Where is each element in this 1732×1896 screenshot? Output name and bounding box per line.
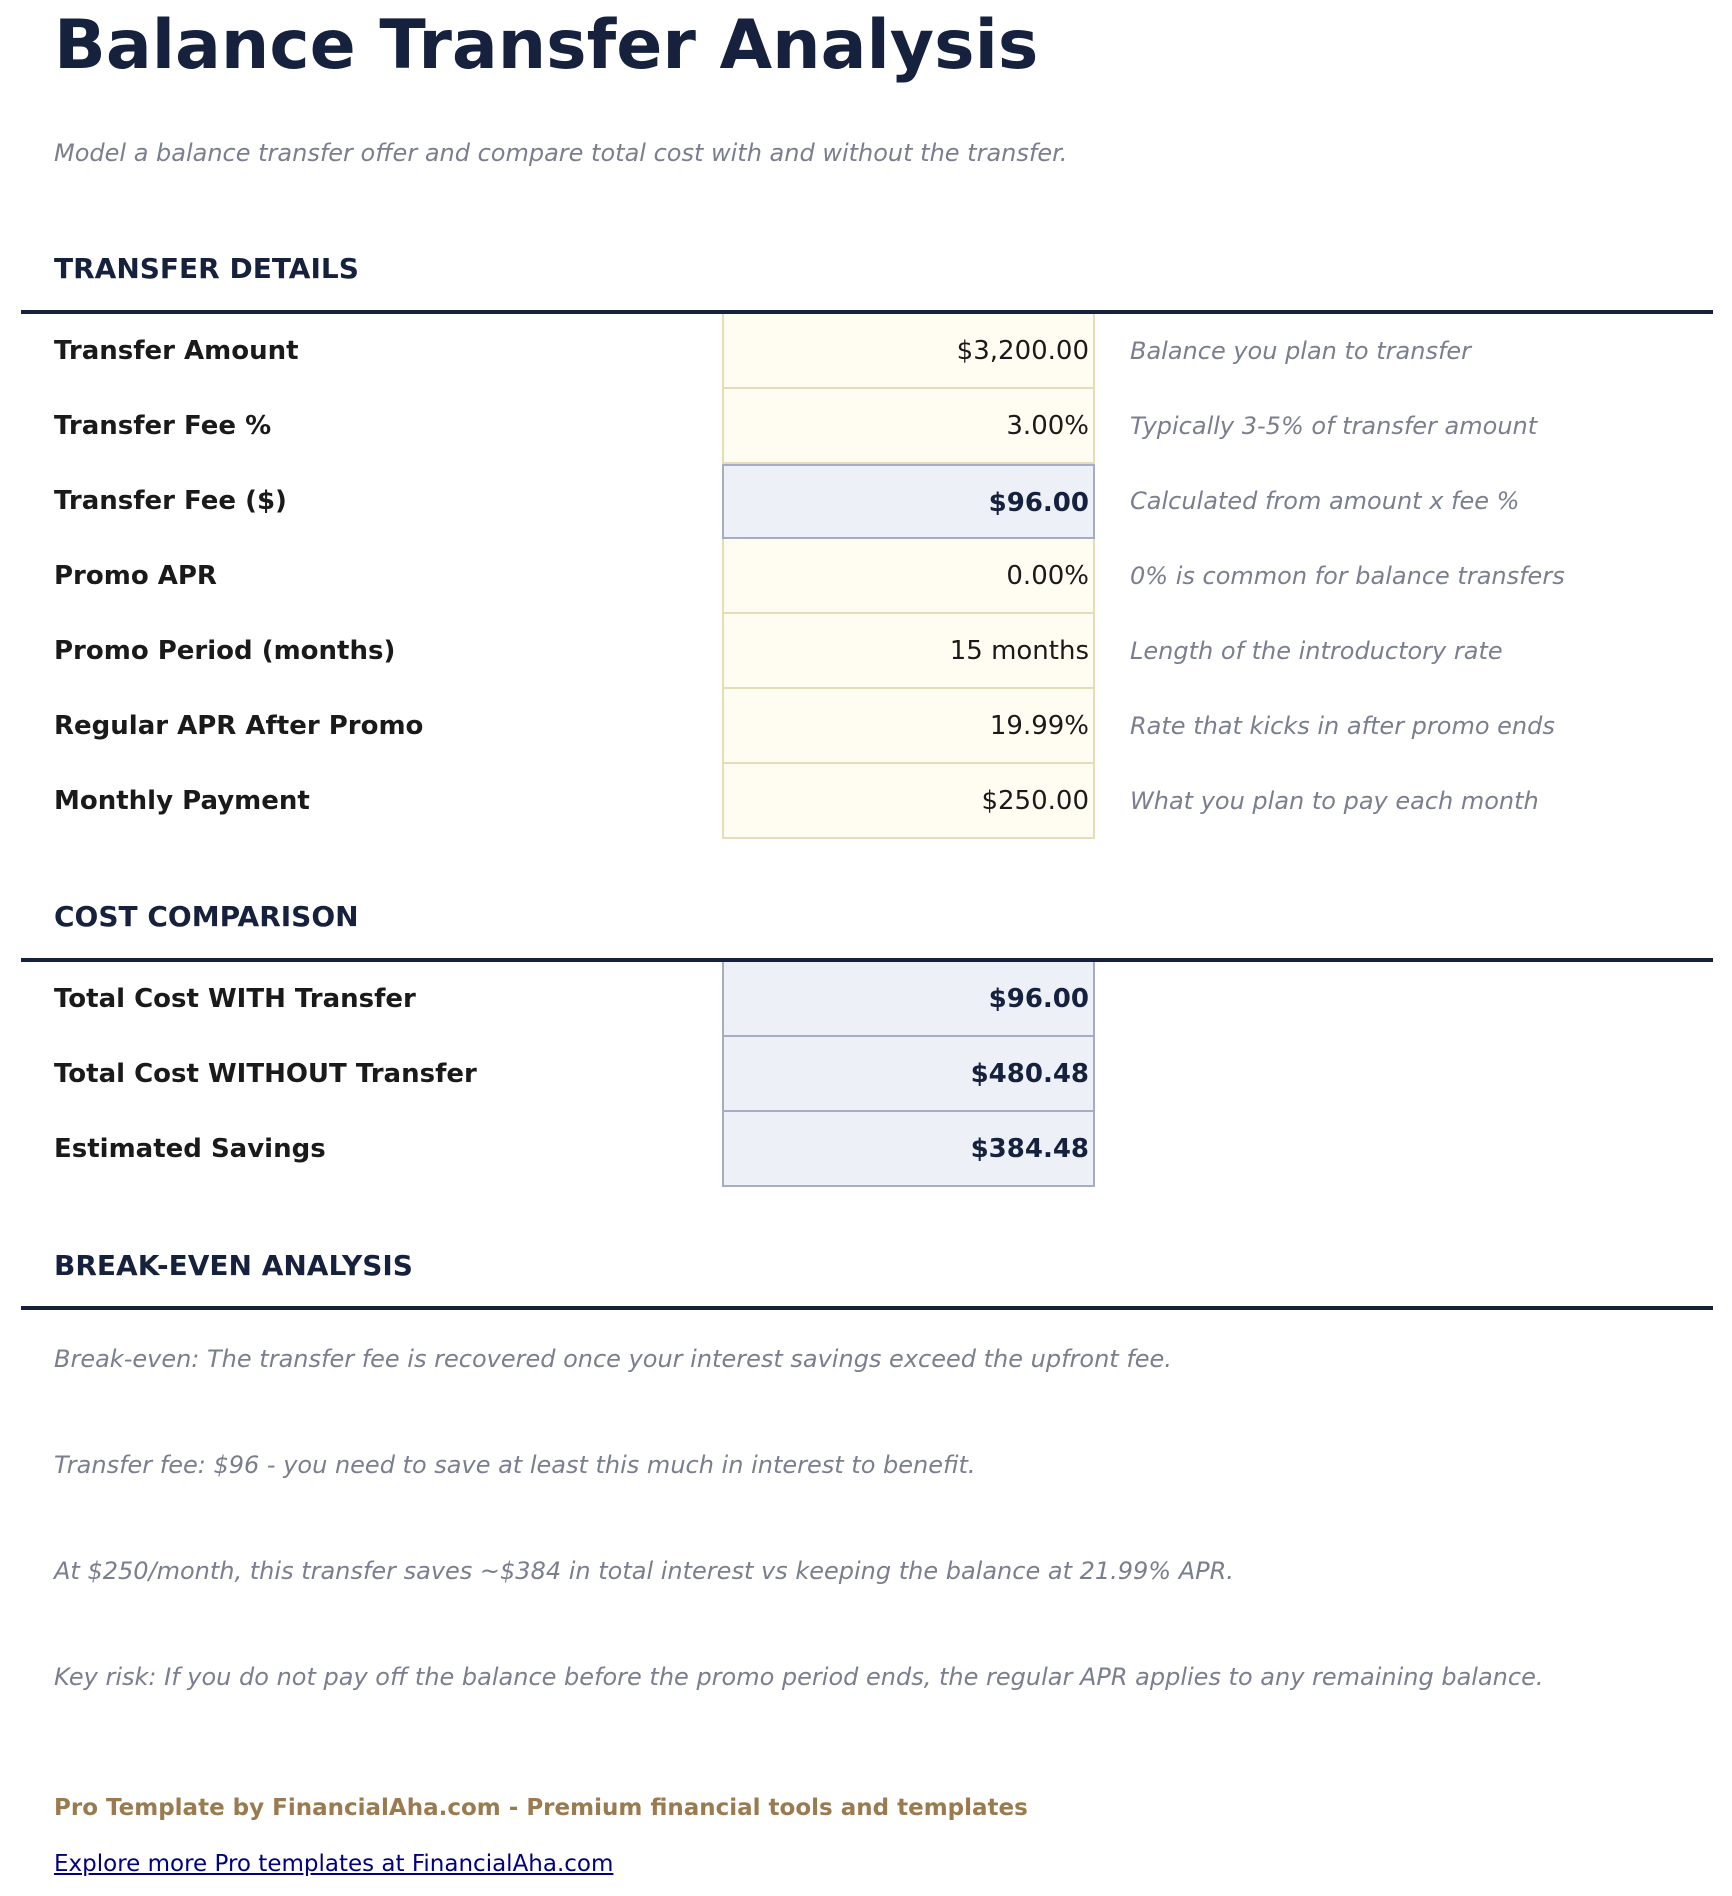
regular-apr-input[interactable]: 19.99%: [722, 689, 1095, 764]
cost-comparison-table: Total Cost WITH Transfer $96.00 Total Cos…: [0, 962, 1732, 1187]
row-label: Estimated Savings: [54, 1134, 326, 1164]
row-label: Monthly Payment: [54, 786, 310, 816]
table-row: Promo Period (months) 15 months Length of …: [0, 614, 1732, 689]
row-note: Balance you plan to transfer: [1130, 337, 1472, 365]
page-subtitle: Model a balance transfer offer and compa…: [54, 139, 1068, 167]
section-divider: [21, 958, 1713, 962]
table-row: Promo APR 0.00% 0% is common for balance t…: [0, 539, 1732, 614]
transfer-details-table: Transfer Amount $3,200.00 Balance you plan…: [0, 314, 1732, 839]
section-heading-transfer-details: TRANSFER DETAILS: [54, 252, 359, 285]
section-heading-cost-comparison: COST COMPARISON: [54, 900, 359, 933]
estimated-savings-value[interactable]: $384.48: [722, 1112, 1095, 1187]
row-label: Transfer Amount: [54, 336, 299, 366]
row-label: Total Cost WITH Transfer: [54, 984, 416, 1014]
table-row: Transfer Fee ($) $96.00 Calculated from am…: [0, 464, 1732, 539]
row-label: Transfer Fee %: [54, 411, 272, 441]
table-row: Transfer Amount $3,200.00 Balance you plan…: [0, 314, 1732, 389]
section-heading-break-even: BREAK-EVEN ANALYSIS: [54, 1249, 413, 1282]
promo-apr-input[interactable]: 0.00%: [722, 539, 1095, 614]
table-row: Regular APR After Promo 19.99% Rate that k…: [0, 689, 1732, 764]
monthly-payment-input[interactable]: $250.00: [722, 764, 1095, 839]
row-label: Promo Period (months): [54, 636, 396, 666]
table-row: Total Cost WITH Transfer $96.00: [0, 962, 1732, 1037]
transfer-fee-percent-input[interactable]: 3.00%: [722, 389, 1095, 464]
total-cost-with-transfer-value[interactable]: $96.00: [722, 962, 1095, 1037]
row-note: What you plan to pay each month: [1130, 787, 1539, 815]
row-note: Rate that kicks in after promo ends: [1130, 712, 1555, 740]
table-row: Estimated Savings $384.48: [0, 1112, 1732, 1187]
break-even-paragraph: Break-even: The transfer fee is recovere…: [54, 1345, 1172, 1373]
row-note: Length of the introductory rate: [1130, 637, 1503, 665]
break-even-paragraph: Key risk: If you do not pay off the bala…: [54, 1663, 1544, 1691]
row-label: Promo APR: [54, 561, 217, 591]
footer-credit: Pro Template by FinancialAha.com - Premi…: [54, 1795, 1028, 1821]
promo-period-input[interactable]: 15 months: [722, 614, 1095, 689]
table-row: Transfer Fee % 3.00% Typically 3-5% of tra…: [0, 389, 1732, 464]
page-title: Balance Transfer Analysis: [54, 6, 1039, 85]
transfer-amount-input[interactable]: $3,200.00: [722, 314, 1095, 389]
section-divider: [21, 1306, 1713, 1310]
explore-templates-link[interactable]: Explore more Pro templates at FinancialA…: [54, 1851, 614, 1877]
section-divider: [21, 310, 1713, 314]
break-even-paragraph: At $250/month, this transfer saves ~$384…: [54, 1557, 1234, 1585]
table-row: Total Cost WITHOUT Transfer $480.48: [0, 1037, 1732, 1112]
break-even-paragraph: Transfer fee: $96 - you need to save at …: [54, 1451, 976, 1479]
table-row: Monthly Payment $250.00 What you plan to p…: [0, 764, 1732, 839]
row-note: Calculated from amount x fee %: [1130, 487, 1520, 515]
row-label: Regular APR After Promo: [54, 711, 424, 741]
row-note: Typically 3-5% of transfer amount: [1130, 412, 1538, 440]
row-note: 0% is common for balance transfers: [1130, 562, 1565, 590]
total-cost-without-transfer-value[interactable]: $480.48: [722, 1037, 1095, 1112]
row-label: Total Cost WITHOUT Transfer: [54, 1059, 477, 1089]
transfer-fee-amount-value[interactable]: $96.00: [722, 464, 1095, 539]
row-label: Transfer Fee ($): [54, 486, 287, 516]
